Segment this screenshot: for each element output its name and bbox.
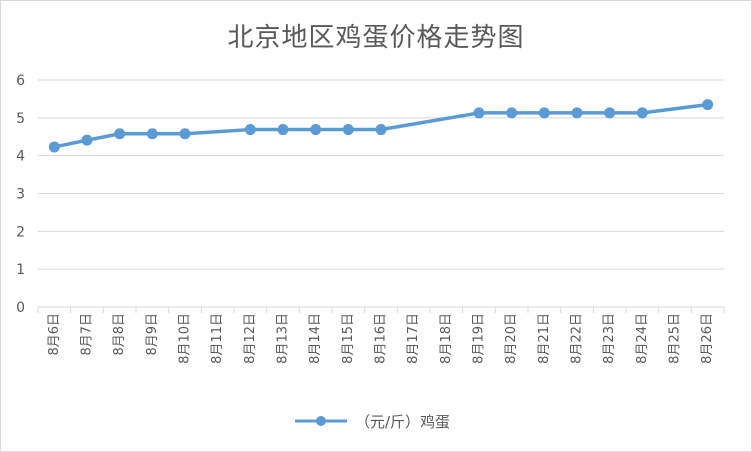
data-point — [310, 124, 322, 136]
x-tick-label: 8月10日 — [178, 313, 193, 364]
x-tick-label: 8月16日 — [374, 313, 389, 364]
x-tick-label: 8月21日 — [537, 313, 552, 364]
y-tick-label: 0 — [16, 300, 25, 316]
y-tick-label: 5 — [16, 111, 25, 127]
y-tick-label: 6 — [16, 73, 25, 89]
data-point — [277, 124, 289, 136]
x-tick-label: 8月13日 — [276, 313, 291, 364]
gridlines — [37, 79, 725, 313]
data-point — [538, 107, 550, 119]
x-tick-label: 8月19日 — [472, 313, 487, 364]
x-tick-label: 8月9日 — [145, 313, 160, 356]
data-point — [506, 107, 518, 119]
x-tick-label: 8月14日 — [308, 313, 323, 364]
data-point — [375, 124, 387, 136]
legend: （元/斤）鸡蛋 — [293, 407, 450, 435]
data-point — [473, 107, 485, 119]
legend-label: （元/斤）鸡蛋 — [355, 412, 451, 431]
data-point — [571, 107, 583, 119]
x-tick-label: 8月26日 — [700, 313, 715, 364]
x-tick-label: 8月17日 — [406, 313, 421, 364]
y-tick-label: 4 — [16, 149, 25, 165]
series-layer — [48, 99, 714, 153]
y-tick-label: 2 — [16, 224, 25, 240]
x-tick-label: 8月23日 — [602, 313, 617, 364]
data-point — [636, 107, 648, 119]
data-point — [179, 128, 191, 140]
data-point — [114, 128, 126, 140]
data-point — [702, 99, 714, 111]
data-point — [244, 124, 256, 136]
chart-title: 北京地区鸡蛋价格走势图 — [227, 23, 525, 53]
y-tick-label: 3 — [16, 187, 25, 203]
x-tick-label: 8月7日 — [80, 313, 95, 356]
x-tick-label: 8月22日 — [570, 313, 585, 364]
x-tick-label: 8月12日 — [243, 313, 258, 364]
data-point — [146, 128, 158, 140]
x-tick-label: 8月20日 — [504, 313, 519, 364]
x-tick-label: 8月24日 — [635, 313, 650, 364]
x-tick-label: 8月18日 — [439, 313, 454, 364]
x-tick-labels: 8月6日 8月7日 8月8日 8月9日 8月10日 8月11日 8月12日 8月13日 8月14… — [47, 313, 715, 364]
legend-marker — [295, 416, 347, 426]
data-point — [604, 107, 616, 119]
y-tick-label: 1 — [16, 262, 25, 278]
x-tick-label: 8月11日 — [210, 313, 225, 364]
data-point — [48, 141, 60, 153]
y-tick-labels: 0 1 2 3 4 5 6 — [16, 73, 25, 316]
x-tick-label: 8月6日 — [47, 313, 62, 356]
data-point — [81, 134, 93, 146]
x-tick-label: 8月25日 — [668, 313, 683, 364]
x-tick-label: 8月15日 — [341, 313, 356, 364]
data-point — [342, 124, 354, 136]
x-tick-label: 8月8日 — [112, 313, 127, 356]
